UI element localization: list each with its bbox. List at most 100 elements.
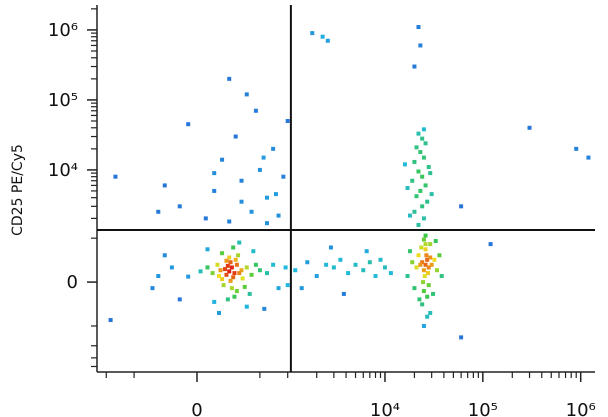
data-point xyxy=(162,253,167,258)
data-point xyxy=(421,323,426,328)
data-point xyxy=(237,271,242,276)
data-point xyxy=(212,171,217,176)
data-point xyxy=(418,188,423,193)
data-point xyxy=(353,262,358,267)
data-point xyxy=(186,122,191,127)
data-point xyxy=(459,335,464,340)
data-point xyxy=(231,245,236,250)
data-point xyxy=(421,155,426,160)
data-point xyxy=(232,294,237,299)
data-point xyxy=(234,289,239,294)
data-point xyxy=(215,262,220,267)
data-point xyxy=(239,268,244,273)
data-point xyxy=(432,257,437,262)
data-point xyxy=(420,136,425,141)
data-point xyxy=(426,165,431,170)
data-point xyxy=(324,262,329,267)
data-point xyxy=(418,262,423,267)
data-point xyxy=(232,271,237,276)
data-point xyxy=(253,262,258,267)
data-point xyxy=(244,265,249,270)
data-point xyxy=(416,25,421,30)
data-point xyxy=(198,269,203,274)
data-point xyxy=(414,145,419,150)
data-point xyxy=(361,268,366,273)
data-point xyxy=(459,204,464,209)
data-point xyxy=(407,249,412,254)
data-point xyxy=(186,274,191,279)
data-point xyxy=(367,260,372,265)
data-point xyxy=(410,260,415,265)
data-point xyxy=(271,262,276,267)
data-point xyxy=(221,283,226,288)
data-point xyxy=(205,247,210,252)
data-point xyxy=(239,178,244,183)
data-point xyxy=(227,219,232,224)
data-point xyxy=(113,174,118,179)
data-point xyxy=(431,291,436,296)
data-point xyxy=(264,195,269,200)
data-point xyxy=(224,272,229,277)
data-point xyxy=(412,209,417,214)
data-point xyxy=(236,253,241,258)
data-point xyxy=(212,299,217,304)
data-point xyxy=(434,268,439,273)
data-point xyxy=(429,262,434,267)
data-point xyxy=(424,253,429,258)
data-point xyxy=(423,262,428,267)
data-point xyxy=(285,283,290,288)
data-point xyxy=(421,280,426,285)
data-point xyxy=(388,271,393,276)
data-point xyxy=(231,275,236,280)
data-point xyxy=(419,245,424,250)
data-point xyxy=(331,265,336,270)
x-tick-label: 10⁴ xyxy=(370,400,400,417)
y-tick-label: 0 xyxy=(67,272,78,293)
data-point xyxy=(425,271,430,276)
data-point xyxy=(425,257,430,262)
data-point xyxy=(212,188,217,193)
data-point xyxy=(527,125,532,130)
data-point xyxy=(225,297,230,302)
data-point xyxy=(428,310,433,315)
data-point xyxy=(293,268,298,273)
data-point xyxy=(257,167,262,172)
data-point xyxy=(328,245,333,250)
data-point xyxy=(405,186,410,191)
data-point xyxy=(428,171,433,176)
data-point xyxy=(423,233,428,238)
data-point xyxy=(247,291,252,296)
data-point xyxy=(421,268,426,273)
data-point xyxy=(320,34,325,39)
data-point xyxy=(310,31,315,36)
data-point xyxy=(220,277,225,282)
data-point xyxy=(233,134,238,139)
data-point xyxy=(220,157,225,162)
data-point xyxy=(416,131,421,136)
data-point xyxy=(418,150,423,155)
data-point xyxy=(414,265,419,270)
data-point xyxy=(423,141,428,146)
data-point xyxy=(218,268,223,273)
data-point xyxy=(276,286,281,291)
data-point xyxy=(412,64,417,69)
data-point xyxy=(425,294,430,299)
data-point xyxy=(223,267,228,272)
data-point xyxy=(299,286,304,291)
x-tick-label: 10⁶ xyxy=(566,400,596,417)
data-point xyxy=(586,155,591,160)
data-point xyxy=(228,260,233,265)
data-point xyxy=(205,265,210,270)
data-point xyxy=(264,221,269,226)
data-point xyxy=(233,257,238,262)
data-point xyxy=(156,274,161,279)
data-point xyxy=(169,265,174,270)
data-point xyxy=(433,239,438,244)
data-point xyxy=(418,43,423,48)
data-point xyxy=(416,253,421,258)
data-point xyxy=(346,271,351,276)
data-point xyxy=(428,255,433,260)
data-point xyxy=(421,289,426,294)
data-point xyxy=(314,274,319,279)
